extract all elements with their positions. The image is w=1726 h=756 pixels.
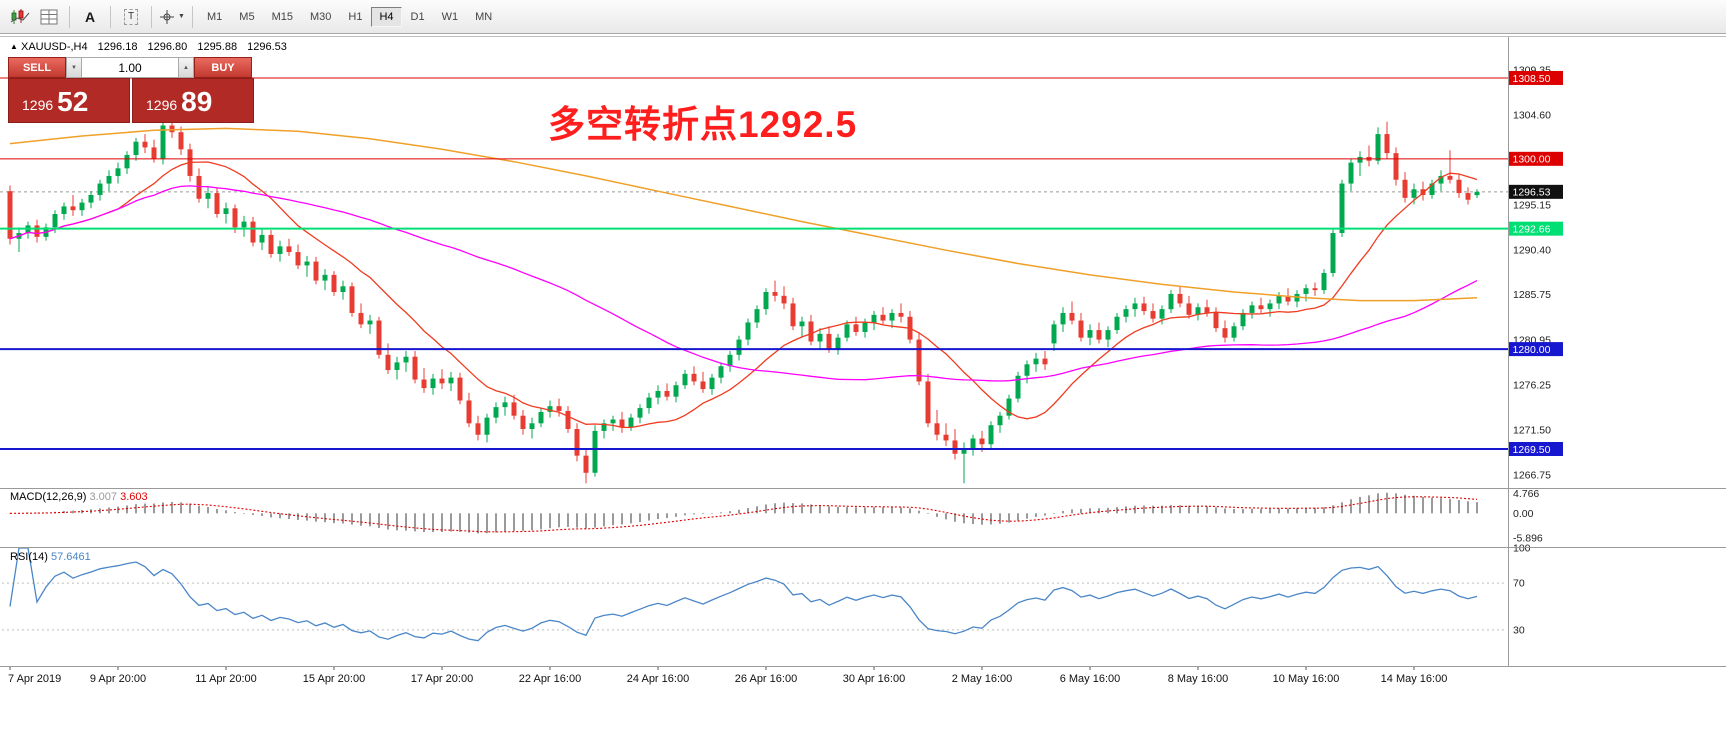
- svg-text:1266.75: 1266.75: [1513, 470, 1551, 482]
- svg-text:1308.50: 1308.50: [1513, 73, 1551, 85]
- svg-text:8 May 16:00: 8 May 16:00: [1168, 673, 1229, 685]
- svg-text:70: 70: [1513, 578, 1525, 590]
- symbol-period-label: XAUUSD-,H4: [20, 41, 88, 53]
- text-label-tool-button[interactable]: A: [76, 4, 104, 30]
- timeframe-button-m15[interactable]: M15: [271, 10, 293, 23]
- macd-indicator-label: MACD(12,26,9) 3.007 3.603: [10, 491, 148, 503]
- svg-text:1285.75: 1285.75: [1513, 289, 1551, 301]
- timeframe-button-d1[interactable]: D1: [410, 10, 425, 23]
- toolbar-separator: [110, 5, 111, 28]
- svg-text:1296.53: 1296.53: [1513, 187, 1551, 199]
- candlestick-chart-icon: [10, 8, 30, 24]
- svg-text:0.00: 0.00: [1513, 508, 1534, 520]
- svg-text:-5.896: -5.896: [1513, 533, 1543, 545]
- svg-text:17 Apr 20:00: 17 Apr 20:00: [411, 673, 473, 685]
- svg-text:1269.50: 1269.50: [1513, 444, 1551, 456]
- crosshair-cursor-icon: [160, 9, 175, 24]
- svg-text:1290.40: 1290.40: [1513, 245, 1551, 257]
- text-box-tool-button[interactable]: T: [117, 4, 145, 30]
- toolbar: A T ▼ M1 M5 M15 M30 H1 H4 D1 W1 MN: [0, 0, 1726, 34]
- svg-text:4.766: 4.766: [1513, 488, 1539, 500]
- svg-text:11 Apr 20:00: 11 Apr 20:00: [195, 673, 257, 685]
- moving-averages-layer: [9, 127, 1478, 429]
- timeframe-button-m30[interactable]: M30: [309, 10, 332, 23]
- timeframe-button-m1[interactable]: M1: [207, 10, 223, 23]
- svg-text:30: 30: [1513, 624, 1525, 636]
- svg-text:30 Apr 16:00: 30 Apr 16:00: [843, 673, 905, 685]
- quote-direction-up-icon: ▲: [10, 42, 18, 51]
- bid-price-main: 1296: [22, 97, 54, 113]
- time-axis[interactable]: 7 Apr 2019 9 Apr 20:00 11 Apr 20:00 15 Apr …: [8, 666, 1447, 685]
- chevron-down-icon: ▼: [178, 13, 185, 20]
- svg-text:14 May 16:00: 14 May 16:00: [1381, 673, 1448, 685]
- svg-text:2 May 16:00: 2 May 16:00: [952, 673, 1013, 685]
- timeframe-button-h1[interactable]: H1: [348, 10, 363, 23]
- svg-text:24 Apr 16:00: 24 Apr 16:00: [627, 673, 689, 685]
- ask-price-pips: 89: [181, 86, 213, 117]
- symbol-info-line: ▲ XAUUSD-,H4 1296.18 1296.80 1295.88 129…: [10, 41, 287, 53]
- ask-price-box[interactable]: 1296 89: [132, 78, 254, 123]
- svg-text:26 Apr 16:00: 26 Apr 16:00: [735, 673, 797, 685]
- bid-price-pips: 52: [57, 86, 89, 117]
- bid-price-box[interactable]: 1296 52: [8, 78, 130, 123]
- arrow-up-icon: ▲: [183, 64, 189, 71]
- horizontal-level-lines[interactable]: [0, 77, 1508, 450]
- svg-text:100: 100: [1513, 543, 1531, 555]
- timeframe-button-mn[interactable]: MN: [475, 10, 493, 23]
- toolbar-separator: [192, 5, 193, 28]
- svg-text:1295.15: 1295.15: [1513, 199, 1551, 211]
- svg-text:1271.50: 1271.50: [1513, 424, 1551, 436]
- svg-text:10 May 16:00: 10 May 16:00: [1273, 673, 1340, 685]
- svg-text:9 Apr 20:00: 9 Apr 20:00: [90, 673, 146, 685]
- panel-separators: [0, 36, 1726, 667]
- timeframe-button-w1[interactable]: W1: [441, 10, 459, 23]
- svg-text:1300.00: 1300.00: [1513, 154, 1551, 166]
- rsi-indicator-label: RSI(14) 57.6461: [10, 551, 91, 563]
- bar-low-value: 1295.88: [197, 41, 238, 53]
- toolbar-separator: [69, 5, 70, 28]
- arrow-down-icon: ▼: [71, 64, 77, 71]
- toolbar-separator: [151, 5, 152, 28]
- buy-button[interactable]: BUY: [194, 57, 252, 78]
- bar-close-value: 1296.53: [247, 41, 287, 53]
- svg-text:1280.00: 1280.00: [1513, 344, 1551, 356]
- one-click-trading-panel: SELL ▼ ▲ BUY 1296 52 1296 89: [8, 57, 254, 123]
- timeframe-button-m5[interactable]: M5: [239, 10, 255, 23]
- text-label-tool-icon: A: [84, 8, 96, 25]
- macd-panel: 4.766 0.00 -5.896 MACD(12,26,9) 3.007 3.603: [9, 488, 1543, 545]
- sell-button[interactable]: SELL: [8, 57, 66, 78]
- ask-price-main: 1296: [146, 97, 178, 113]
- chart-text-annotation: 多空转折点1292.5: [548, 104, 858, 145]
- price-axis-tags: 1308.50 1300.00 1292.66 1280.00 1269.50 1296.…: [1509, 70, 1563, 456]
- cursor-tool-button[interactable]: ▼: [158, 4, 186, 30]
- svg-text:1276.25: 1276.25: [1513, 379, 1551, 391]
- lot-increment-button[interactable]: ▲: [178, 57, 194, 78]
- svg-text:15 Apr 20:00: 15 Apr 20:00: [303, 673, 365, 685]
- svg-text:7 Apr 2019: 7 Apr 2019: [8, 673, 61, 685]
- svg-text:22 Apr 16:00: 22 Apr 16:00: [519, 673, 581, 685]
- svg-text:1292.66: 1292.66: [1513, 223, 1551, 235]
- grid-icon: [40, 9, 58, 24]
- bar-open-value: 1296.18: [97, 41, 138, 53]
- lot-decrement-button[interactable]: ▼: [66, 57, 82, 78]
- chart-canvas[interactable]: 1309.351304.601295.151290.401285.751280.…: [0, 36, 1726, 726]
- svg-text:1304.60: 1304.60: [1513, 110, 1551, 122]
- timeframe-button-h4[interactable]: H4: [371, 6, 402, 27]
- svg-text:6 May 16:00: 6 May 16:00: [1060, 673, 1121, 685]
- price-axis[interactable]: 1309.351304.601295.151290.401285.751280.…: [1513, 64, 1551, 481]
- bar-high-value: 1296.80: [147, 41, 188, 53]
- profiles-button[interactable]: [35, 4, 63, 30]
- rsi-panel: 100 70 30 RSI(14) 57.6461: [2, 543, 1531, 642]
- lot-size-input[interactable]: [82, 57, 178, 78]
- new-chart-button[interactable]: [6, 4, 34, 30]
- text-box-tool-icon: T: [123, 8, 139, 25]
